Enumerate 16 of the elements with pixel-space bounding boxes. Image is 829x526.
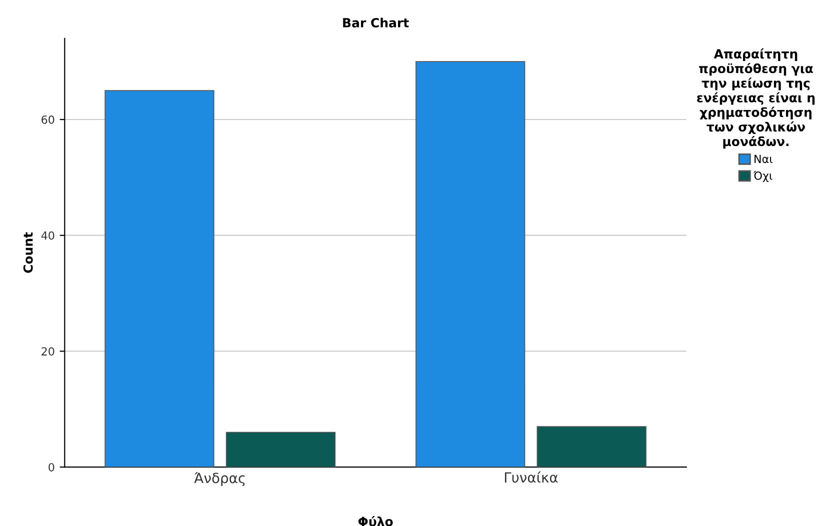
chart-title: Bar Chart: [343, 18, 409, 28]
x-tick-label: Γυναίκα: [504, 471, 558, 483]
y-tick-label: 0: [48, 463, 54, 472]
y-axis-title: Count: [23, 232, 33, 273]
legend-label: Ναι: [754, 154, 773, 164]
x-axis-title: Φύλο: [358, 516, 393, 526]
y-tick-label: 40: [41, 231, 54, 240]
y-tick-label: 20: [42, 347, 54, 356]
legend-label: Όχι: [753, 170, 772, 182]
legend-title: Απαραίτητη προϋπόθεση για την μείωση της ενέργειας είναι η χρηματοδότηση των σχολικών μονάδων.: [697, 48, 815, 149]
bar: [226, 432, 336, 468]
y-tick-label: 60: [42, 115, 54, 124]
x-tick-label: Άνδρας: [194, 472, 245, 486]
bar: [536, 426, 646, 468]
bar: [416, 61, 526, 468]
bar: [104, 90, 214, 468]
